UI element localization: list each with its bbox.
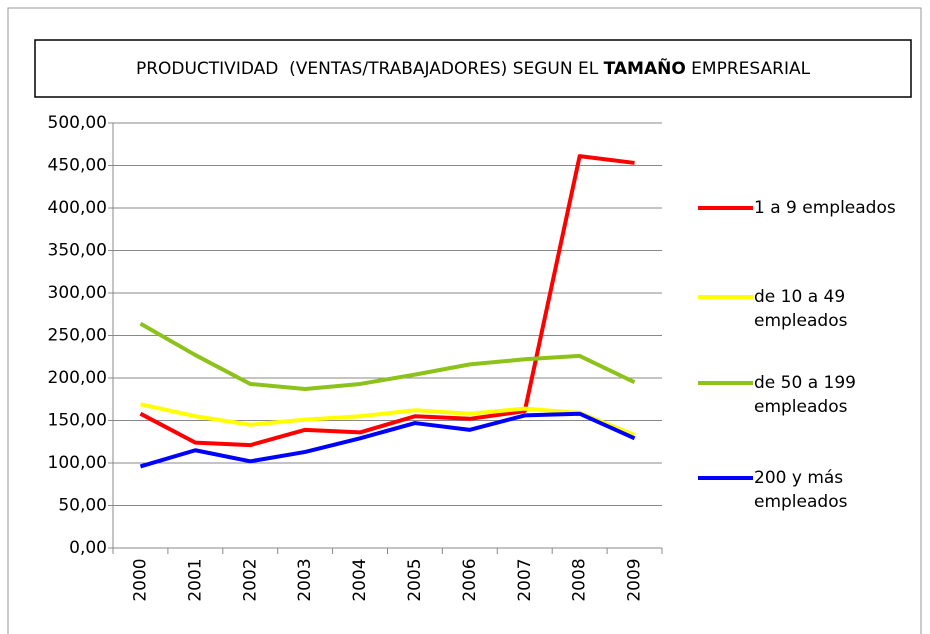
chart-title: PRODUCTIVIDAD (VENTAS/TRABAJADORES) SEGU… [136, 56, 811, 79]
x-tick-label: 2004 [350, 558, 370, 601]
x-tick-label: 2002 [240, 558, 260, 601]
title-part: TAMAÑO [604, 56, 686, 79]
series-line [139, 154, 635, 448]
x-tick-label: 2000 [130, 558, 150, 601]
series-line [139, 321, 636, 392]
chart-frame [7, 7, 922, 634]
x-tick-label: 2006 [460, 558, 480, 601]
y-tick-label: 200,00 [48, 368, 107, 388]
legend-label: de 50 a 199 empleados [754, 373, 856, 417]
y-tick-label: 100,00 [48, 453, 107, 473]
x-tick-label: 2005 [405, 558, 425, 601]
y-tick-label: 450,00 [48, 156, 107, 176]
legend-label: 200 y más empleados [754, 468, 848, 512]
y-tick-label: 350,00 [48, 241, 107, 261]
series-line [140, 402, 636, 437]
y-tick-label: 150,00 [48, 411, 107, 431]
title-part: EMPRESARIAL [686, 59, 811, 79]
x-tick-label: 2001 [185, 558, 205, 601]
title-box [34, 39, 912, 98]
title-part: PRODUCTIVIDAD (VENTAS/TRABAJADORES) SEGU… [136, 59, 604, 79]
y-tick-label: 400,00 [48, 198, 107, 218]
y-tick-label: 0,00 [69, 538, 107, 558]
x-tick-label: 2009 [625, 558, 645, 601]
x-tick-label: 2008 [570, 558, 590, 601]
series-line [139, 411, 636, 469]
y-tick-label: 500,00 [48, 113, 107, 133]
x-tick-label: 2003 [295, 558, 315, 601]
legend-label: 1 a 9 empleados [754, 198, 896, 218]
y-tick-label: 300,00 [48, 283, 107, 303]
y-tick-label: 250,00 [48, 326, 107, 346]
y-tick-label: 50,00 [58, 496, 107, 516]
legend-label: de 10 a 49 empleados [754, 287, 848, 331]
x-tick-label: 2007 [515, 558, 535, 601]
